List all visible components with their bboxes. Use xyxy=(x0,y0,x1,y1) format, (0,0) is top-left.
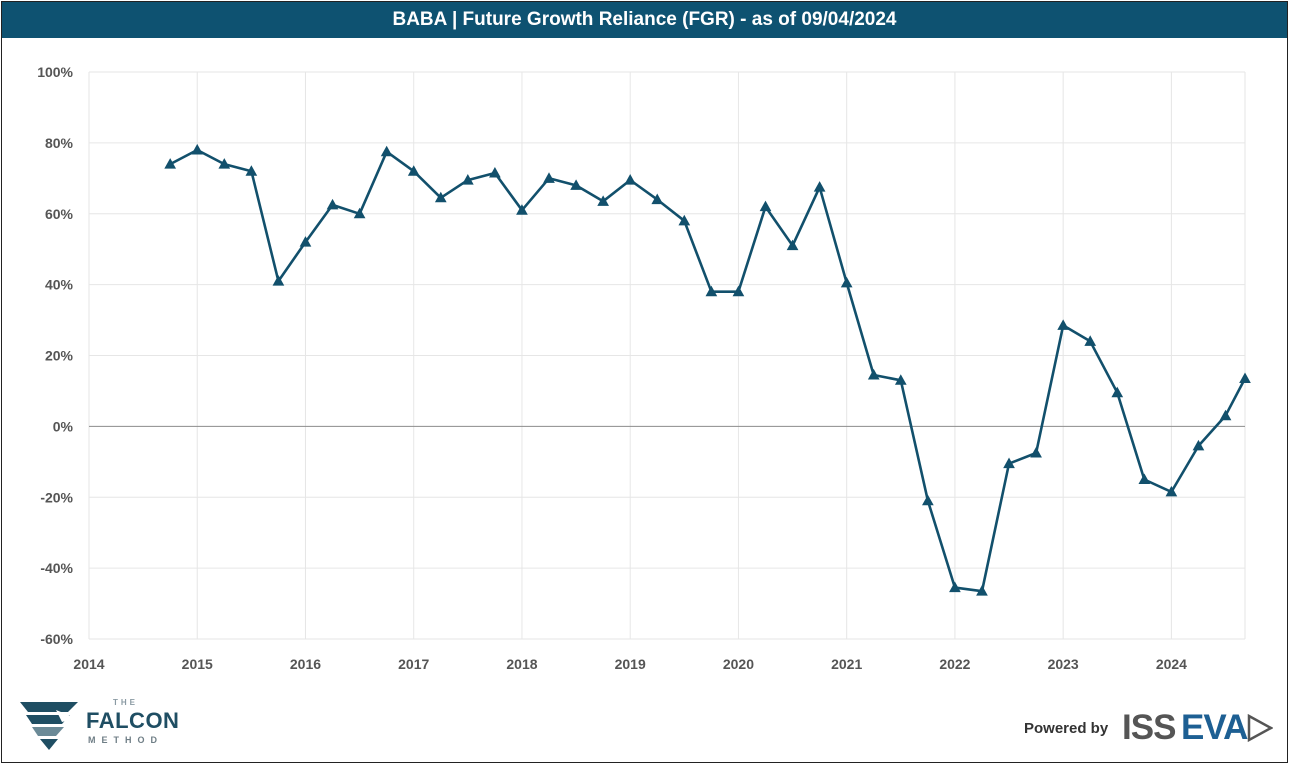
x-tick-label: 2014 xyxy=(73,656,104,672)
data-point-marker xyxy=(786,239,799,251)
data-point-marker xyxy=(1192,439,1205,451)
data-point-marker xyxy=(759,200,772,212)
data-point-marker xyxy=(461,174,474,185)
data-point-marker xyxy=(949,581,961,593)
data-point-marker xyxy=(813,181,826,192)
data-point-marker xyxy=(353,207,366,219)
data-point-marker xyxy=(218,158,231,169)
y-tick-label: 80% xyxy=(45,135,74,151)
data-point-marker xyxy=(164,158,177,169)
eva-arrow-icon xyxy=(1247,714,1273,742)
iss-logo-text: ISS xyxy=(1122,708,1176,747)
x-tick-label: 2021 xyxy=(831,656,862,672)
x-tick-label: 2023 xyxy=(1048,656,1079,672)
data-point-marker xyxy=(678,214,691,226)
falcon-sub-text: METHOD xyxy=(88,735,163,745)
data-point-marker xyxy=(434,191,447,203)
data-point-marker xyxy=(1165,485,1178,497)
data-point-marker xyxy=(867,368,880,380)
x-tick-label: 2018 xyxy=(506,656,537,672)
falcon-method-logo: THE FALCON METHOD xyxy=(18,698,198,752)
y-tick-label: -40% xyxy=(40,560,73,576)
y-tick-label: -60% xyxy=(40,631,73,647)
data-point-marker xyxy=(651,193,664,205)
data-point-marker xyxy=(191,143,204,155)
data-point-marker xyxy=(380,145,393,157)
x-tick-label: 2024 xyxy=(1156,656,1187,672)
data-point-marker xyxy=(922,494,934,506)
data-point-marker xyxy=(272,275,285,286)
falcon-name-text: FALCON xyxy=(86,708,180,733)
data-point-marker xyxy=(1219,409,1232,421)
grid-lines xyxy=(88,71,1246,640)
data-point-marker xyxy=(597,195,609,206)
chart-title: BABA | Future Growth Reliance (FGR) - as… xyxy=(2,2,1287,38)
y-tick-label: 40% xyxy=(45,277,74,293)
data-point-marker xyxy=(1111,386,1124,398)
data-point-marker xyxy=(516,204,528,215)
y-tick-label: -20% xyxy=(40,489,73,505)
data-point-marker xyxy=(1030,446,1042,458)
data-point-marker xyxy=(299,236,312,247)
data-point-marker xyxy=(976,585,988,596)
data-point-marker xyxy=(840,276,853,288)
powered-by-iss-eva: Powered by ISS EVA xyxy=(1024,708,1284,748)
data-point-marker xyxy=(1138,473,1151,485)
series-layer xyxy=(164,143,1251,596)
eva-logo-text: EVA xyxy=(1181,708,1248,747)
data-point-marker xyxy=(543,172,555,183)
series-line-fgr xyxy=(169,148,1247,593)
data-point-marker xyxy=(705,285,718,297)
data-point-marker xyxy=(570,179,582,190)
falcon-top-text: THE xyxy=(113,698,138,707)
y-tick-label: 100% xyxy=(37,64,73,80)
x-tick-label: 2016 xyxy=(290,656,321,672)
data-point-marker xyxy=(1057,319,1070,330)
x-tick-label: 2015 xyxy=(182,656,213,672)
data-point-marker xyxy=(1084,335,1097,346)
axis-labels: 100% 80% 60% 40% 20% 0% -20% -40% -60%2014 2015 20… xyxy=(37,64,1187,672)
data-point-marker xyxy=(245,165,258,176)
y-tick-label: 0% xyxy=(53,418,74,434)
powered-by-text: Powered by xyxy=(1024,720,1109,737)
data-point-marker xyxy=(732,285,745,297)
data-point-marker xyxy=(1003,457,1015,469)
y-tick-label: 20% xyxy=(45,348,74,364)
x-tick-label: 2019 xyxy=(615,656,646,672)
x-tick-label: 2017 xyxy=(398,656,429,672)
y-tick-label: 60% xyxy=(45,206,74,222)
data-point-marker xyxy=(1239,372,1251,384)
data-point-marker xyxy=(407,165,420,176)
falcon-bird-icon xyxy=(20,702,78,750)
data-point-marker xyxy=(624,174,637,185)
x-tick-label: 2022 xyxy=(939,656,970,672)
data-point-marker xyxy=(489,166,501,178)
data-point-marker xyxy=(894,374,907,385)
x-tick-label: 2020 xyxy=(723,656,754,672)
data-point-marker xyxy=(326,198,339,210)
